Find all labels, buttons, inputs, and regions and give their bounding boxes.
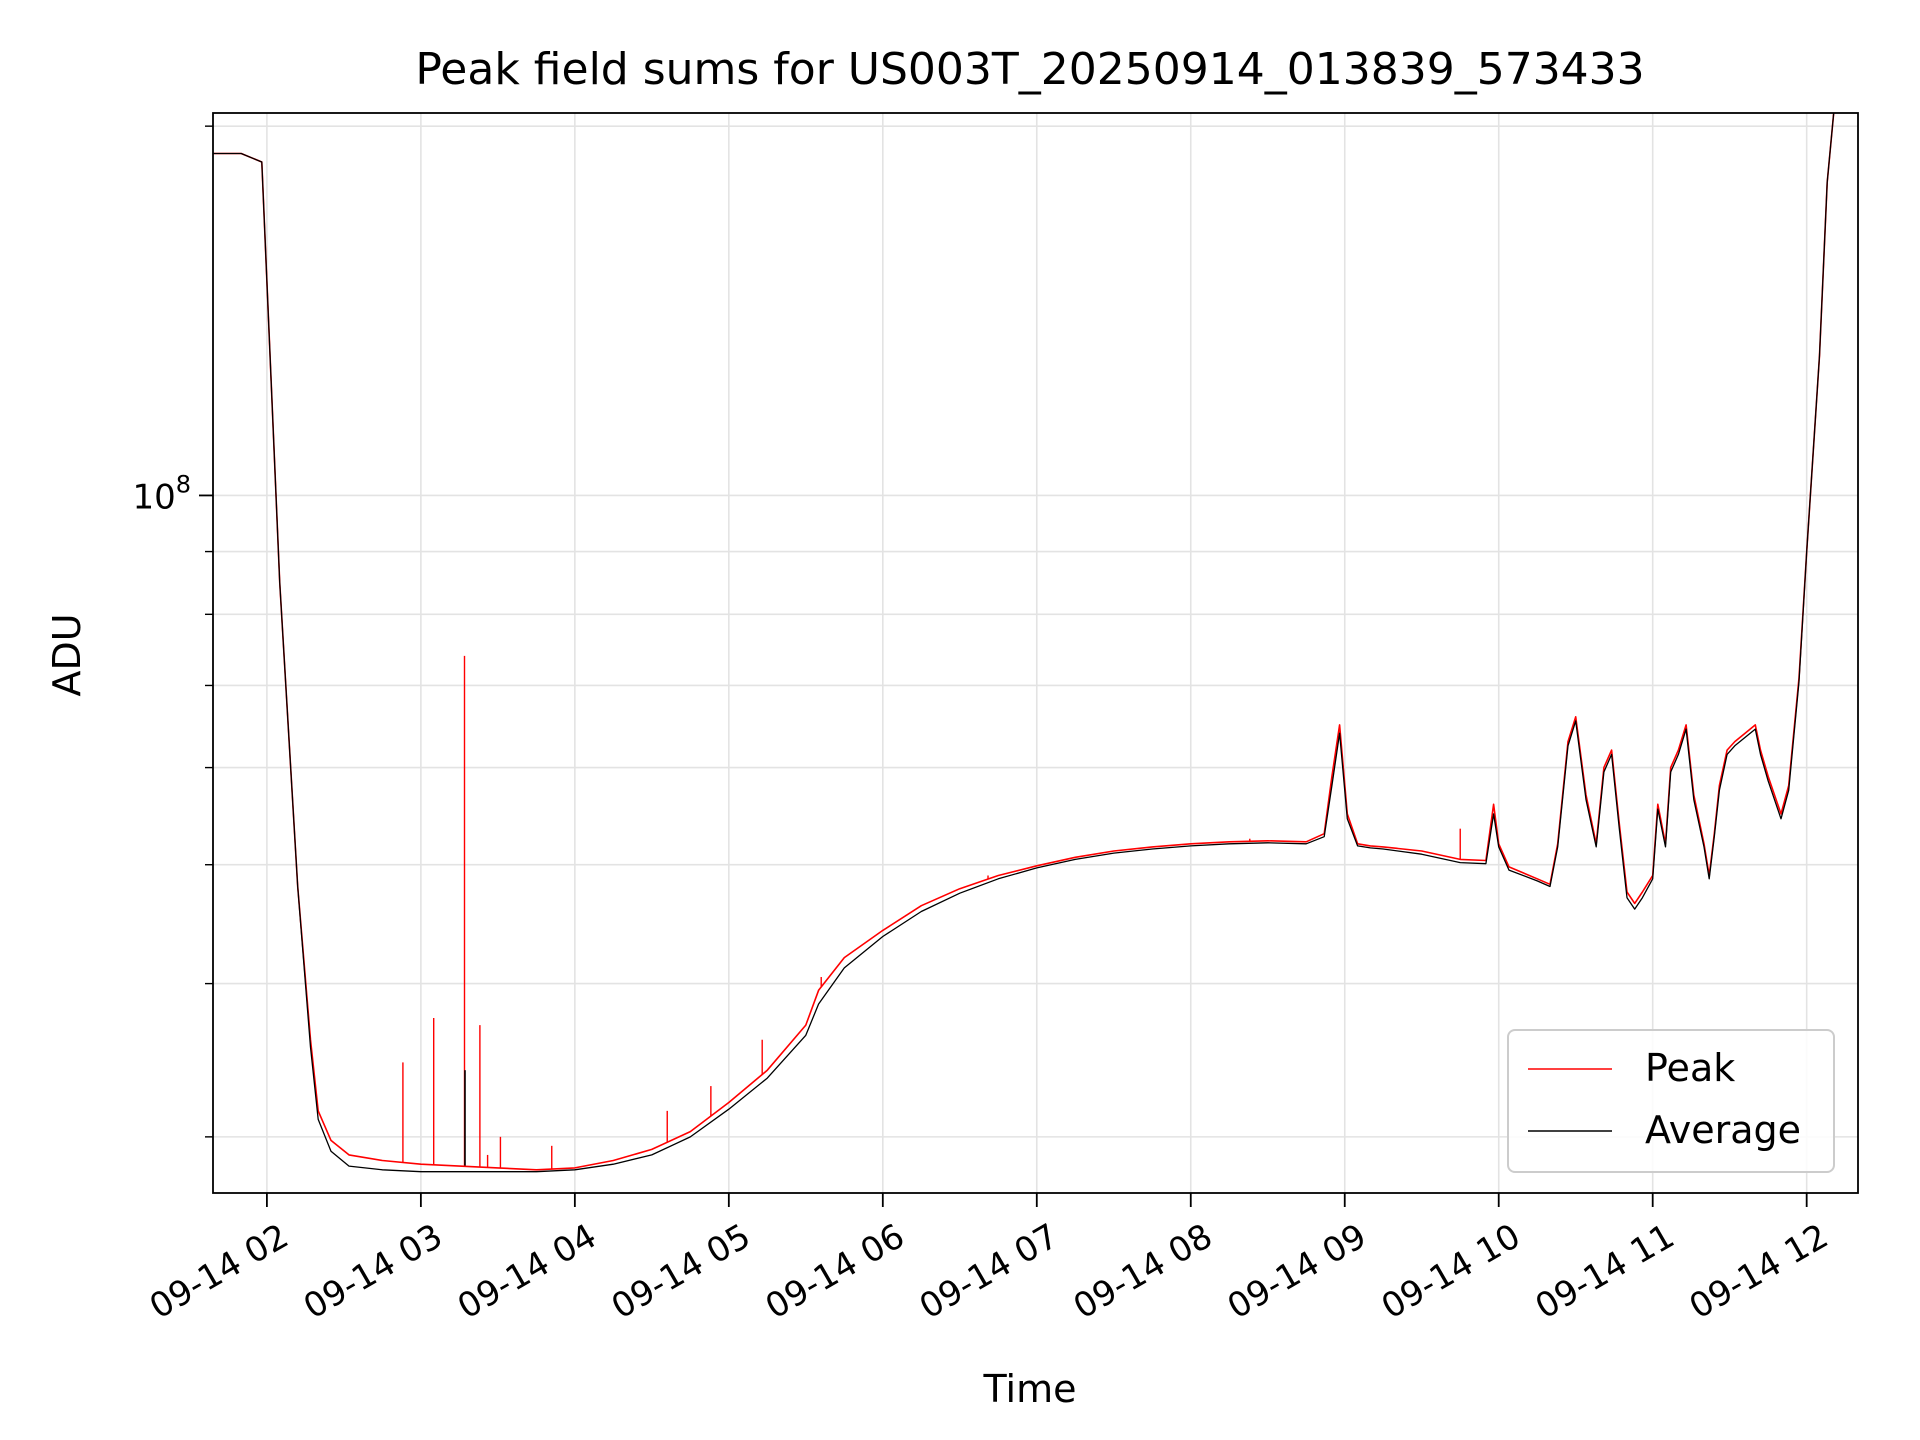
plot-frame	[212, 112, 1859, 1194]
legend-label-peak: Peak	[1645, 1046, 1735, 1090]
y-tick-label: 108	[132, 470, 191, 517]
y-axis-ticks: 108	[132, 125, 213, 1138]
grid-lines	[213, 113, 1858, 1193]
x-axis-label: Time	[983, 1367, 1077, 1411]
chart-title: Peak field sums for US003T_20250914_0138…	[415, 44, 1644, 95]
legend: Peak Average	[1507, 1029, 1835, 1173]
series-layer	[213, 113, 1835, 1173]
legend-label-average: Average	[1645, 1108, 1801, 1152]
legend-box	[1507, 1029, 1835, 1173]
y-axis-label: ADU	[45, 613, 89, 696]
spike-layer	[402, 655, 1461, 1170]
series-line-average	[213, 113, 1835, 1173]
